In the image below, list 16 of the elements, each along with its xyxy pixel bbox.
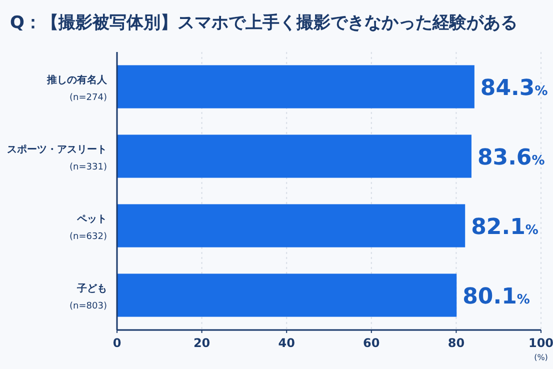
- x-tick-label: 0: [112, 336, 122, 350]
- chart-title: Q：【撮影被写体別】スマホで上手く撮影できなかった経験がある: [10, 13, 518, 33]
- data-label: 82.1%: [471, 214, 538, 240]
- y-tick-label: 子ども (n=803): [70, 282, 107, 312]
- x-tick-label: 20: [193, 336, 210, 350]
- y-tick-label: ペット (n=632): [70, 214, 107, 242]
- data-label: 84.3%: [480, 76, 548, 101]
- y-tick-label: スポーツ・アスリート (n=331): [7, 144, 107, 172]
- data-label: 80.1%: [462, 284, 530, 310]
- x-axis-title: (%): [534, 353, 548, 362]
- x-tick-label: 100: [528, 336, 553, 350]
- x-tick-label: 60: [363, 336, 380, 350]
- data-label: 83.6%: [477, 145, 545, 170]
- x-tick-label: 40: [278, 336, 295, 350]
- y-tick-label: 推しの有名人 (n=274): [46, 74, 108, 103]
- x-tick-label: 80: [448, 336, 465, 350]
